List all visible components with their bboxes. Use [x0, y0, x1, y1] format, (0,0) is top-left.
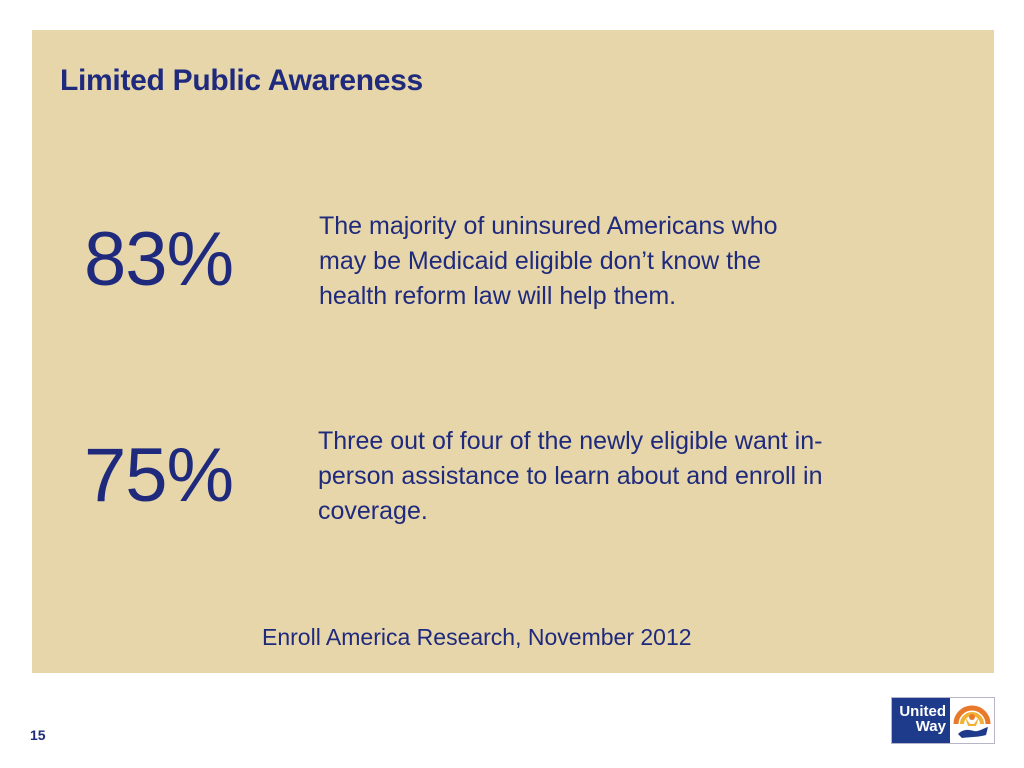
- united-way-logo: United Way: [891, 697, 995, 744]
- stat-75-line-1: Three out of four of the newly eligible …: [318, 427, 823, 455]
- stat-83-line-2: may be Medicaid eligible don’t know the: [319, 247, 761, 275]
- stat-75-line-3: coverage.: [318, 497, 428, 525]
- stat-75-line-2: person assistance to learn about and enr…: [318, 462, 823, 490]
- united-way-hand-rainbow-icon: [953, 705, 991, 738]
- stat-75-percent: 75%: [84, 433, 234, 518]
- source-citation: Enroll America Research, November 2012: [262, 624, 692, 650]
- stat-83-description: The majority of uninsured Americans who …: [319, 209, 778, 314]
- stat-75-description: Three out of four of the newly eligible …: [318, 424, 823, 529]
- content-panel: [32, 30, 994, 673]
- slide-title: Limited Public Awareness: [60, 64, 423, 97]
- stat-83-percent: 83%: [84, 217, 234, 302]
- logo-wordmark: United Way: [892, 698, 950, 743]
- logo-line-2: Way: [915, 718, 946, 735]
- page-number: 15: [30, 727, 46, 743]
- stat-83-line-1: The majority of uninsured Americans who: [319, 212, 778, 240]
- logo-line-1: United: [899, 703, 946, 720]
- stat-83-line-3: health reform law will help them.: [319, 282, 677, 310]
